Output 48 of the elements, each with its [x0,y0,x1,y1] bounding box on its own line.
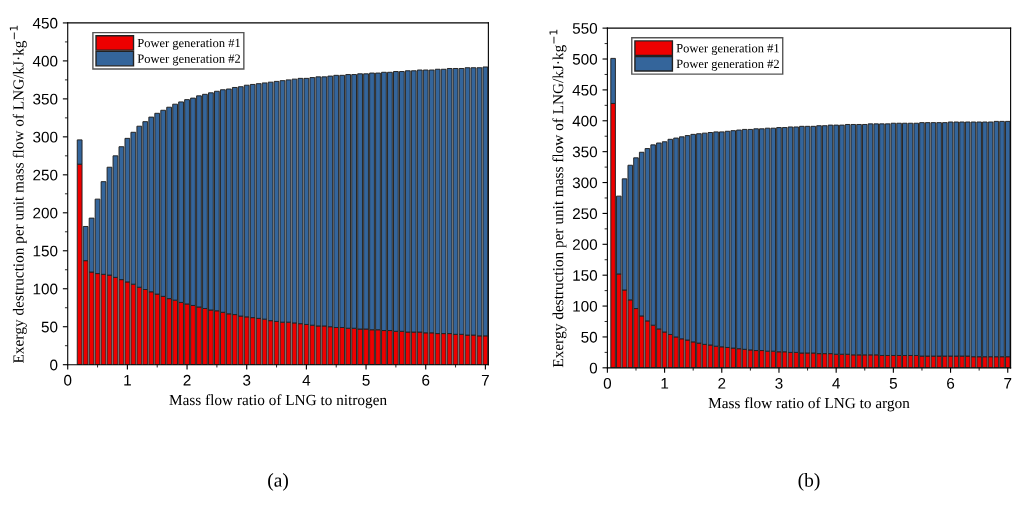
legend-label: Power generation #2 [676,59,779,71]
x-tick-label: 5 [889,378,897,389]
text: (b) [798,473,820,491]
y-tick-label: 50 [581,331,598,343]
x-tick-label: 7 [481,374,489,386]
x-tick-label: 0 [603,377,612,389]
x-tick-label: 4 [832,378,840,389]
legend-label: Power generation #1 [676,44,779,55]
x-tick-label: 1 [661,378,669,389]
y-tick-label: 100 [33,283,58,295]
text: (a) [268,473,288,491]
x-tick-label: 4 [302,374,311,386]
y-tick-label: 250 [33,169,58,181]
x-tick-label: 6 [947,377,955,389]
y-axis-title: Exergy destruction per unit mass flow of LNG/kJ·kg$^{−1}$ [549,29,567,368]
y-tick-label: 50 [41,321,58,333]
x-tick-label: 7 [1004,378,1012,389]
y-axis-title: Exergy destruction per unit mass flow of LNG/kJ·kg$^{−1}$ [9,25,27,364]
x-axis-title: Mass flow ratio of LNG to argon [708,397,910,412]
y-tick-label: 200 [33,207,58,219]
y-tick-label: 450 [572,84,598,96]
y-tick-label: 0 [589,362,598,374]
y-tick-label: 350 [33,93,58,105]
y-tick-label: 500 [572,53,598,65]
y-tick-label: 150 [33,245,58,257]
x-tick-label: 3 [243,374,251,386]
y-tick-label: 100 [573,300,598,312]
y-tick-label: 450 [32,17,58,29]
y-tick-label: 150 [573,270,598,281]
x-tick-label: 2 [183,374,191,386]
y-tick-label: 550 [572,23,598,34]
legend-label: Power generation #1 [137,38,240,50]
legend-label: Power generation #2 [137,54,241,66]
y-tick-label: 300 [572,177,598,189]
y-tick-label: 250 [572,208,598,220]
y-tick-label: 300 [33,131,58,143]
y-tick-label: 0 [50,359,58,371]
y-tick-label: 350 [572,146,598,158]
x-axis-title: Mass flow ratio of LNG to nitrogen [169,394,387,409]
y-tick-label: 200 [572,239,598,250]
x-tick-label: 6 [422,374,430,386]
y-tick-label: 400 [32,55,58,67]
y-tick-label: 400 [572,115,598,127]
x-tick-label: 2 [718,377,726,389]
x-tick-label: 0 [64,374,72,386]
x-tick-label: 5 [362,374,370,386]
x-tick-label: 3 [775,377,783,389]
x-tick-label: 1 [124,374,131,386]
